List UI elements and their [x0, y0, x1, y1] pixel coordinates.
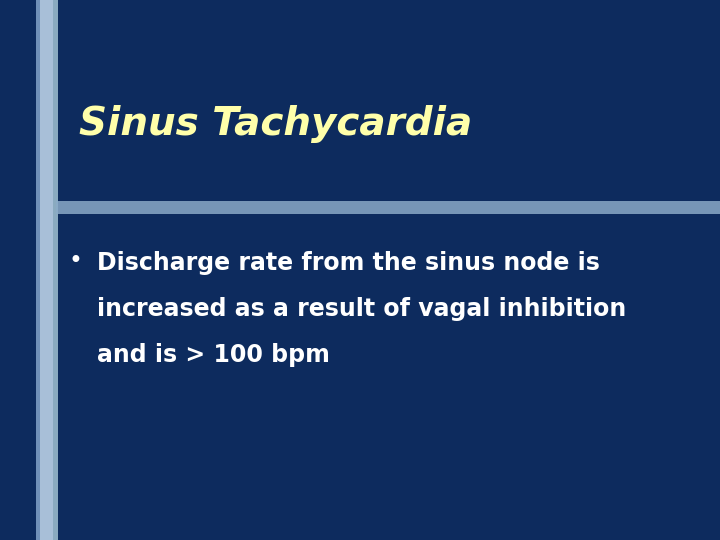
Text: increased as a result of vagal inhibition: increased as a result of vagal inhibitio… [97, 297, 626, 321]
Text: and is > 100 bpm: and is > 100 bpm [97, 343, 330, 367]
Text: Sinus Tachycardia: Sinus Tachycardia [79, 105, 472, 143]
Text: Discharge rate from the sinus node is: Discharge rate from the sinus node is [97, 251, 600, 275]
Bar [56, 201, 720, 214]
Bar [53, 0, 58, 540]
Bar [40, 0, 53, 540]
Text: •: • [68, 249, 83, 273]
Bar [36, 0, 40, 540]
